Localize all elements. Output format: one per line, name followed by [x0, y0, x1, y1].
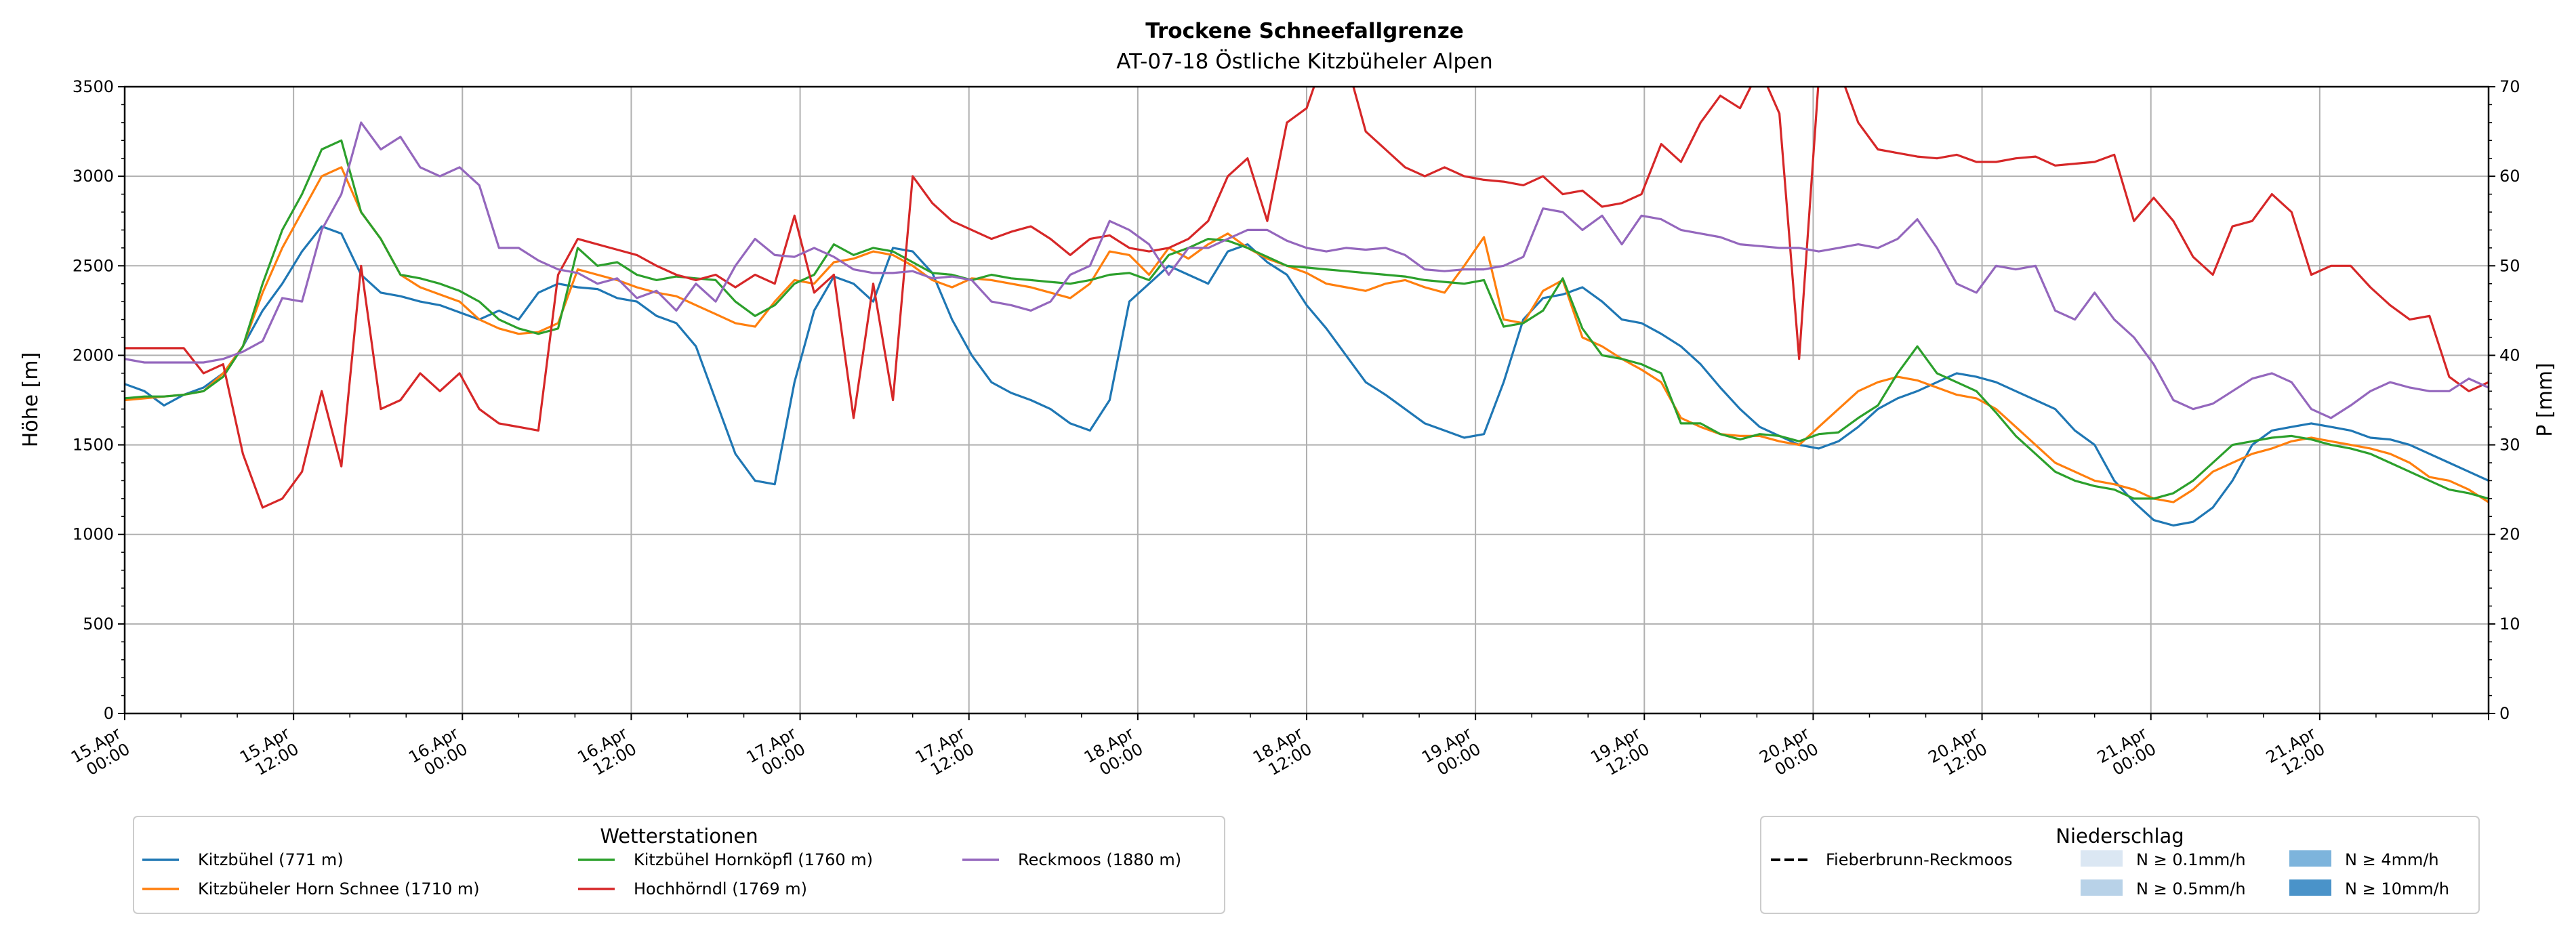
y2-tick-label: 50 [2499, 256, 2520, 275]
legend-label-3: Hochhörndl (1769 m) [634, 879, 807, 898]
series-line-4 [125, 121, 2489, 419]
legend-label-2: Kitzbühel Hornköpfl (1760 m) [634, 850, 873, 869]
grid-lines [124, 86, 2489, 714]
legend-precip-title: Niederschlag [2056, 825, 2184, 848]
y2-tick-label: 70 [2499, 77, 2520, 96]
y-tick-label: 1000 [73, 525, 114, 544]
precip-swatch-3 [2289, 850, 2331, 867]
y2-tick-label: 30 [2499, 436, 2520, 455]
y2-tick-label: 0 [2499, 704, 2510, 723]
precip-swatch-1 [2081, 850, 2123, 867]
y-tick-label: 2000 [73, 346, 114, 365]
precip-label-4: N ≥ 10mm/h [2345, 879, 2449, 898]
series-line-3 [125, 87, 2489, 509]
y2-axis-label: P [mm] [2533, 362, 2557, 436]
series-line-1 [125, 166, 2489, 503]
y2-tick-label: 20 [2499, 525, 2520, 544]
precip-swatch-4 [2289, 879, 2331, 896]
legend-precip: Niederschlag Fieberbrunn-Reckmoos N ≥ 0.1… [1760, 816, 2480, 914]
y-tick-label: 0 [104, 704, 114, 723]
y2-tick-label: 10 [2499, 615, 2520, 634]
legend-label-0: Kitzbühel (771 m) [198, 850, 344, 869]
y-tick-label: 500 [83, 615, 114, 634]
y-axis-label: Höhe [m] [19, 352, 43, 448]
y-axis-right: 0 10 20 30 40 50 60 70 [2489, 77, 2520, 723]
series-lines [125, 87, 2489, 527]
y-tick-label: 3000 [73, 167, 114, 186]
series-line-2 [125, 139, 2489, 500]
legend-label-1: Kitzbüheler Horn Schnee (1710 m) [198, 879, 480, 898]
precip-swatch-2 [2081, 879, 2123, 896]
y2-tick-label: 40 [2499, 346, 2520, 365]
y-tick-label: 1500 [73, 436, 114, 455]
chart-title: Trockene Schneefallgrenze [1145, 19, 1464, 43]
precip-label-0: Fieberbrunn-Reckmoos [1826, 850, 2012, 869]
plot-frame [123, 85, 2490, 715]
legend-stations: Wetterstationen Kitzbühel (771 m) Kitzbüh… [133, 816, 1225, 914]
precip-label-2: N ≥ 0.5mm/h [2136, 879, 2246, 898]
precip-label-3: N ≥ 4mm/h [2345, 850, 2439, 869]
y2-tick-label: 60 [2499, 167, 2520, 186]
chart-subtitle: AT-07-18 Östliche Kitzbüheler Alpen [1116, 49, 1492, 74]
precip-label-1: N ≥ 0.1mm/h [2136, 850, 2246, 869]
y-tick-label: 3500 [73, 77, 114, 96]
legend-stations-title: Wetterstationen [600, 825, 758, 848]
legend-label-4: Reckmoos (1880 m) [1018, 850, 1181, 869]
y-axis-left: 0 500 1000 1500 2000 2500 3000 3500 [73, 77, 125, 723]
series-line-0 [125, 225, 2489, 527]
y-tick-label: 2500 [73, 256, 114, 275]
